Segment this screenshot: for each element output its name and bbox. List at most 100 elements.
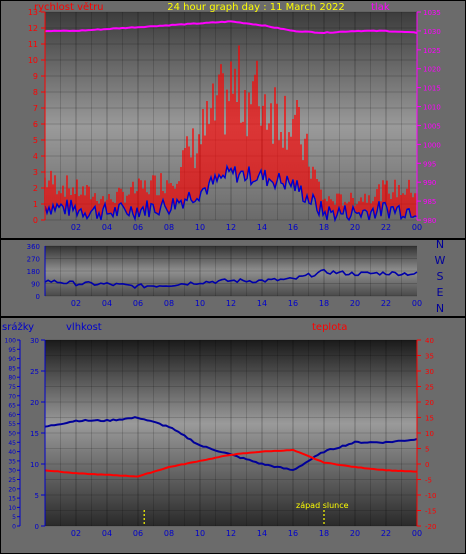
right-tick-label: 1005 — [423, 122, 441, 130]
x-tick-label: 18 — [319, 299, 329, 308]
rain-tick-label: 20 — [8, 486, 16, 493]
rain-tick-label: 65 — [8, 403, 16, 410]
left-tick-label: 2 — [33, 184, 38, 193]
left-tick-label: 3 — [33, 168, 38, 177]
x-tick-label: 08 — [164, 299, 174, 308]
left-tick-label: 9 — [33, 72, 38, 81]
pressure-series — [44, 20, 418, 35]
wind-speed-min-series — [44, 163, 418, 223]
temperature-tick-label: 20 — [425, 399, 434, 407]
x-tick-label: 00 — [412, 223, 422, 232]
rain-tick-label: 85 — [8, 365, 16, 372]
x-tick-label: 06 — [133, 223, 143, 232]
humidity-tick-label: 15 — [30, 430, 39, 438]
direction-tick-label: 180 — [27, 268, 40, 276]
wind-direction-series — [44, 268, 418, 290]
x-tick-label: 00 — [412, 299, 422, 308]
rain-tick-label: 30 — [8, 468, 16, 475]
rain-tick-label: 45 — [8, 440, 16, 447]
x-tick-label: 12 — [226, 299, 236, 308]
left-tick-label: 12 — [28, 24, 38, 33]
rain-tick-label: 25 — [8, 477, 16, 484]
rain-tick-label: 10 — [8, 505, 16, 512]
x-tick-label: 14 — [257, 223, 267, 232]
left-tick-label: 8 — [33, 88, 38, 97]
right-tick-label: 1010 — [423, 104, 441, 112]
direction-tick-label: 0 — [36, 293, 40, 301]
humidity-tick-label: 5 — [35, 492, 39, 500]
x-tick-label: 00 — [412, 529, 422, 538]
panel1-title: 24 hour graph day : 11 March 2022 — [167, 2, 345, 13]
x-tick-label: 08 — [164, 529, 174, 538]
temperature-tick-label: -5 — [425, 477, 432, 485]
humidity-label: vlhkost — [66, 322, 102, 333]
panel3-plot — [45, 340, 417, 526]
x-tick-label: 22 — [381, 299, 391, 308]
left-tick-label: 7 — [33, 104, 38, 113]
x-tick-label: 22 — [381, 223, 391, 232]
rain-tick-label: 70 — [8, 393, 16, 400]
temperature-tick-label: 5 — [425, 446, 429, 454]
right-tick-label: 1020 — [423, 66, 441, 74]
x-tick-label: 20 — [350, 529, 360, 538]
rain-tick-label: 100 — [5, 338, 17, 345]
left-tick-label: 4 — [33, 152, 38, 161]
x-tick-label: 02 — [71, 223, 81, 232]
x-tick-label: 12 — [226, 529, 236, 538]
x-tick-label: 16 — [288, 529, 298, 538]
left-tick-label: 6 — [33, 120, 38, 129]
pressure-label: tlak — [371, 2, 390, 13]
x-tick-label: 04 — [102, 529, 112, 538]
rain-tick-label: 50 — [8, 431, 16, 438]
right-tick-label: 1035 — [423, 9, 441, 17]
rain-label: srážky — [2, 321, 34, 333]
x-tick-label: 10 — [195, 529, 205, 538]
wind-speed-label: rychlost větru — [34, 1, 104, 13]
compass-n-bottom: N — [436, 302, 444, 315]
left-tick-label: 13 — [28, 8, 38, 17]
compass-w: W — [435, 254, 446, 267]
direction-tick-label: 90 — [31, 281, 40, 289]
x-tick-label: 14 — [257, 529, 267, 538]
left-tick-label: 1 — [33, 200, 38, 209]
right-tick-label: 1000 — [423, 141, 441, 149]
sunset-annotation: západ slunce — [296, 501, 349, 510]
temperature-tick-label: 35 — [425, 353, 434, 361]
rain-tick-label: 35 — [8, 458, 16, 465]
x-tick-label: 08 — [164, 223, 174, 232]
humidity-tick-label: 20 — [30, 399, 39, 407]
right-tick-label: 1030 — [423, 28, 441, 36]
rain-tick-label: 55 — [8, 421, 16, 428]
rain-tick-label: 15 — [8, 496, 16, 503]
temperature-tick-label: 40 — [425, 337, 434, 345]
left-tick-label: 0 — [33, 216, 38, 225]
humidity-tick-label: 25 — [30, 368, 39, 376]
rain-tick-label: 5 — [12, 514, 16, 521]
x-tick-label: 16 — [288, 223, 298, 232]
direction-tick-label: 360 — [27, 243, 40, 251]
temperature-tick-label: 10 — [425, 430, 434, 438]
x-tick-label: 22 — [381, 529, 391, 538]
compass-s: S — [437, 270, 444, 283]
right-tick-label: 985 — [423, 198, 436, 206]
rain-tick-label: 40 — [8, 449, 16, 456]
temperature-tick-label: -20 — [425, 523, 436, 531]
left-tick-label: 11 — [28, 40, 38, 49]
humidity-tick-label: 10 — [30, 461, 39, 469]
temperature-tick-label: 30 — [425, 368, 434, 376]
temperature-series — [44, 448, 417, 478]
rain-tick-label: 75 — [8, 384, 16, 391]
x-tick-label: 14 — [257, 299, 267, 308]
x-tick-label: 06 — [133, 299, 143, 308]
x-tick-label: 10 — [195, 299, 205, 308]
right-tick-label: 980 — [423, 217, 436, 225]
compass-n-top: N — [436, 238, 444, 251]
compass-e: E — [437, 286, 444, 299]
right-tick-label: 1015 — [423, 85, 441, 93]
x-tick-label: 06 — [133, 529, 143, 538]
x-tick-label: 12 — [226, 223, 236, 232]
rain-tick-label: 80 — [8, 375, 16, 382]
temperature-tick-label: -10 — [425, 492, 436, 500]
